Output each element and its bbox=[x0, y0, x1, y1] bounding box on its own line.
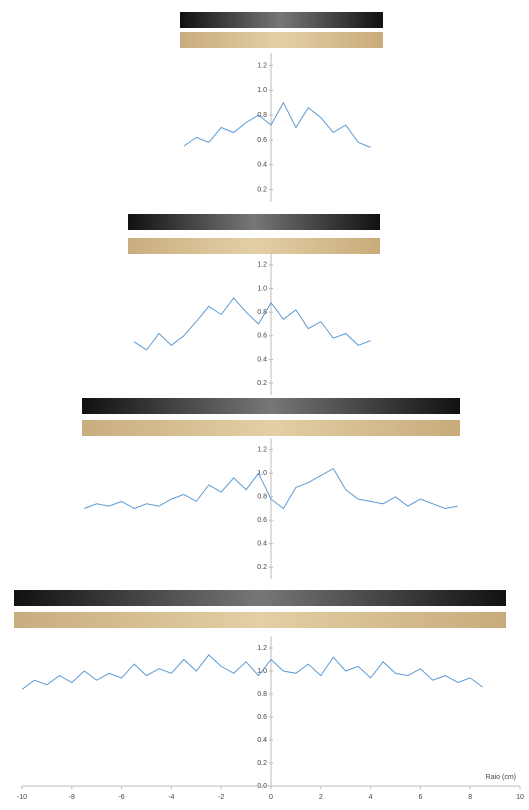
x-tick-label: 6 bbox=[418, 794, 422, 801]
y-tick-label: 0.6 bbox=[257, 333, 267, 340]
y-tick-label: 0.2 bbox=[257, 186, 267, 193]
y-tick-label: 0.2 bbox=[257, 760, 267, 767]
y-tick-label: 0.2 bbox=[257, 380, 267, 387]
density-line bbox=[22, 655, 483, 690]
density-line bbox=[184, 103, 371, 148]
figure: 0.2 0.4 0.6 0.8 1.0 1.2 0.2 0.4 0.6 0.8 1.0 1.2 0.2 0… bbox=[0, 0, 529, 810]
y-tick-label: 1.0 bbox=[257, 87, 267, 94]
x-tick-label: 10 bbox=[516, 794, 524, 801]
x-axis-label: Raio (cm) bbox=[486, 774, 516, 781]
page: {"chart_data": [ {"type": "line", "color… bbox=[0, 0, 529, 810]
x-tick-label: 0 bbox=[269, 794, 273, 801]
y-tick-label: 0.4 bbox=[257, 162, 267, 169]
x-tick-label: -6 bbox=[118, 794, 124, 801]
x-tick-label: 8 bbox=[468, 794, 472, 801]
wood-image bbox=[82, 420, 460, 436]
x-tick-label: -4 bbox=[168, 794, 174, 801]
x-tick-label: 2 bbox=[319, 794, 323, 801]
x-tick-label: 4 bbox=[369, 794, 373, 801]
ct-image bbox=[14, 590, 506, 606]
y-tick-label: 0.4 bbox=[257, 541, 267, 548]
y-tick-label: 1.2 bbox=[257, 62, 267, 69]
y-tick-label: 0.4 bbox=[257, 356, 267, 363]
y-tick-label: 1.2 bbox=[257, 645, 267, 652]
x-tick-label: -10 bbox=[17, 794, 27, 801]
wood-image bbox=[14, 612, 506, 628]
y-tick-label: 0.4 bbox=[257, 737, 267, 744]
wood-image bbox=[180, 32, 383, 48]
wood-image bbox=[128, 238, 380, 254]
ct-image bbox=[82, 398, 460, 414]
y-tick-label: 0.6 bbox=[257, 137, 267, 144]
x-tick-label: -2 bbox=[218, 794, 224, 801]
y-tick-label: 0.6 bbox=[257, 517, 267, 524]
y-tick-label: 1.0 bbox=[257, 285, 267, 292]
y-tick-label: 0.8 bbox=[257, 691, 267, 698]
density-line bbox=[134, 298, 371, 350]
sample-images bbox=[14, 12, 506, 628]
y-tick-label: 1.2 bbox=[257, 447, 267, 454]
x-tick-label: -8 bbox=[69, 794, 75, 801]
y-tick-label: 0.8 bbox=[257, 494, 267, 501]
y-tick-label: 0.6 bbox=[257, 714, 267, 721]
ct-image bbox=[128, 214, 380, 230]
y-tick-label: 0.2 bbox=[257, 564, 267, 571]
y-tick-label: 1.2 bbox=[257, 262, 267, 269]
ct-image bbox=[180, 12, 383, 28]
